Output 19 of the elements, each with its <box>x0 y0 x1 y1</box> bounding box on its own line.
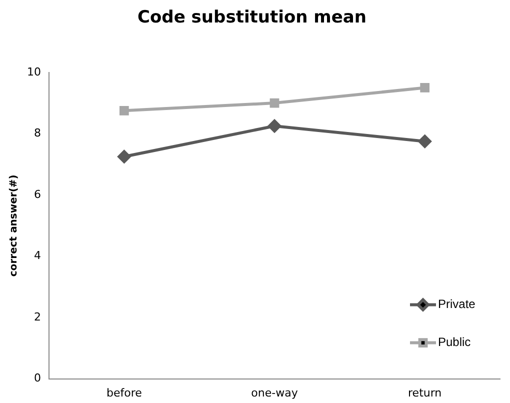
y-tick-label: 6 <box>34 188 41 201</box>
y-tick-label: 0 <box>34 372 41 385</box>
y-tick-label: 10 <box>26 65 41 78</box>
x-tick-label: one-way <box>251 386 298 400</box>
x-tick-label: before <box>106 386 142 400</box>
point <box>119 106 129 116</box>
point <box>420 83 430 92</box>
y-tick-label: 2 <box>34 310 41 324</box>
point <box>418 134 432 148</box>
legend-label: Private <box>438 297 476 312</box>
point <box>268 120 281 133</box>
x-tick-label: return <box>408 386 442 400</box>
point <box>118 150 131 164</box>
y-tick-label: 8 <box>34 126 41 140</box>
chart-title: Code substitution mean <box>138 8 366 28</box>
y-axis-title: correct answer(#) <box>8 174 20 277</box>
point <box>270 98 280 108</box>
y-tick-label: 4 <box>34 249 41 262</box>
legend-label: Public <box>438 335 471 350</box>
